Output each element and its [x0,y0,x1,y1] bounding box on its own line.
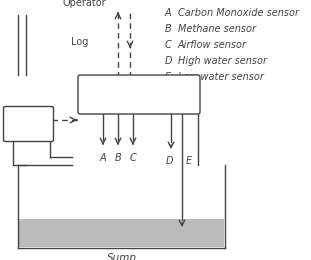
FancyBboxPatch shape [3,107,53,141]
Bar [19,219,224,247]
Text: C: C [130,153,137,163]
Text: B: B [165,24,172,34]
Text: Sump: Sump [106,253,137,260]
FancyBboxPatch shape [78,75,200,114]
Text: Pump Controller: Pump Controller [100,89,179,100]
Text: D: D [165,56,173,66]
Text: D: D [165,156,173,166]
Text: Carbon Monoxide sensor: Carbon Monoxide sensor [178,8,299,18]
Text: C: C [165,40,172,50]
Text: Low water sensor: Low water sensor [178,72,264,82]
Text: E: E [165,72,171,82]
Text: Log: Log [71,37,88,47]
Text: High water sensor: High water sensor [178,56,267,66]
Text: Methane sensor: Methane sensor [178,24,256,34]
Text: Operator: Operator [63,0,106,8]
Text: Pump: Pump [15,119,42,129]
Text: B: B [115,153,121,163]
Text: A: A [165,8,172,18]
Text: Airflow sensor: Airflow sensor [178,40,247,50]
Text: A: A [100,153,106,163]
Text: E: E [186,156,192,166]
